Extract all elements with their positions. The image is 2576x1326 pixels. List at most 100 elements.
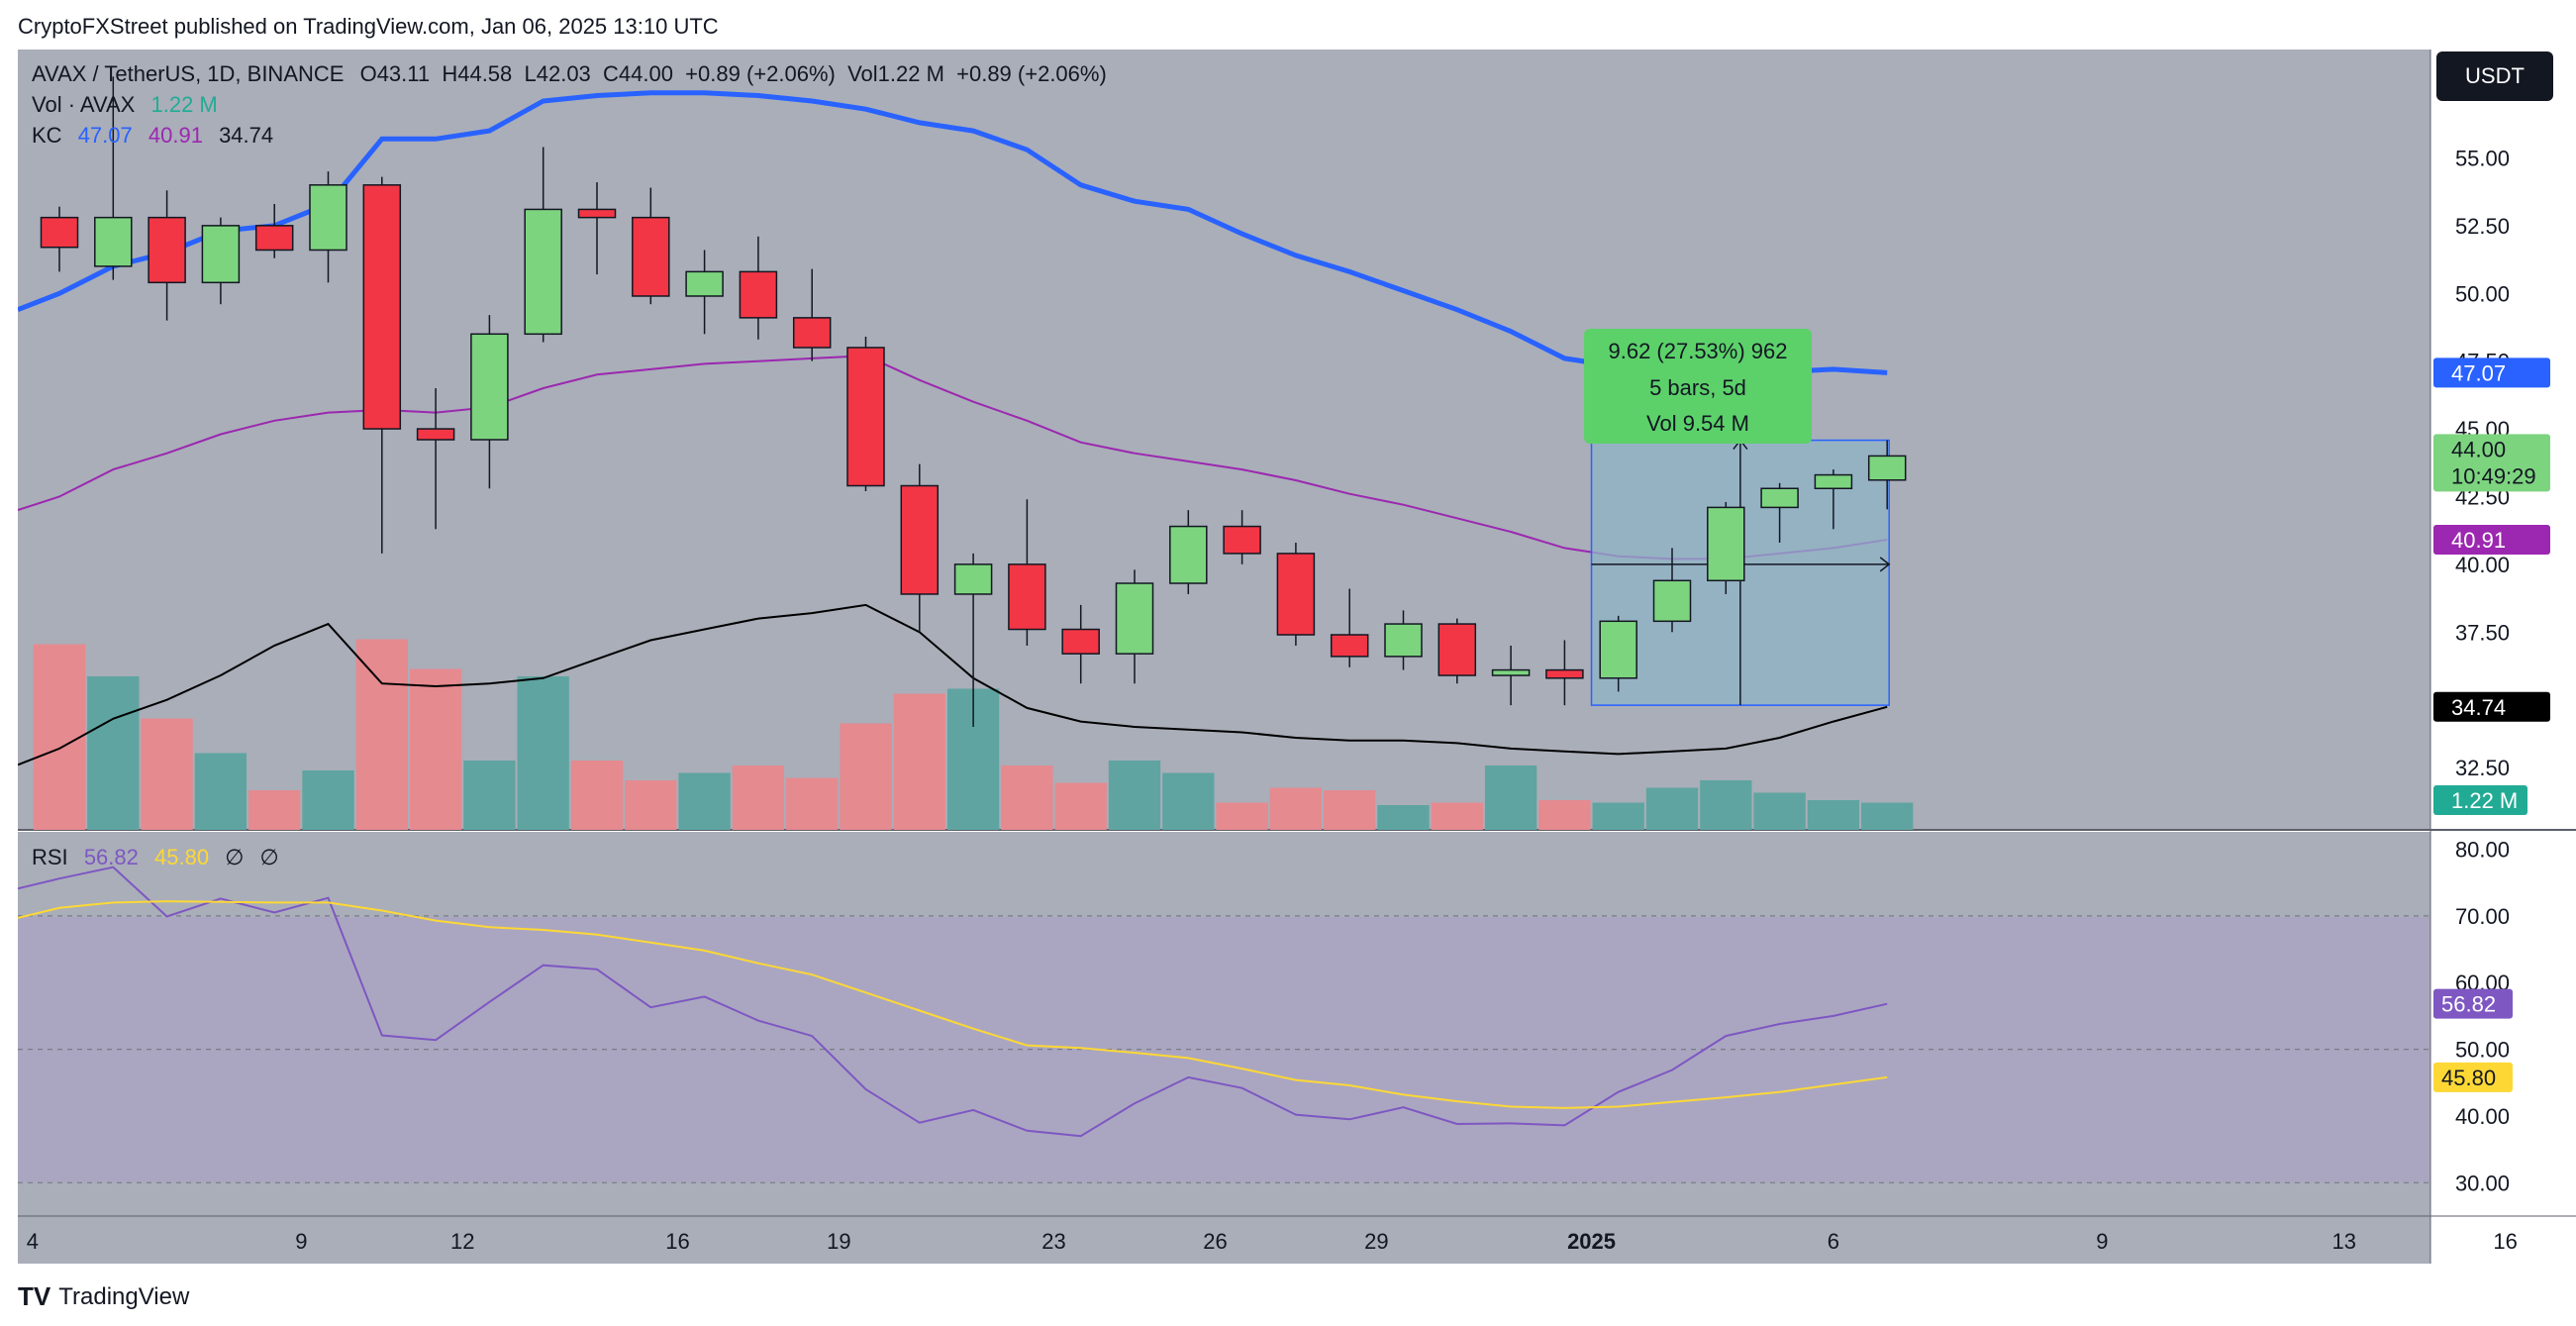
measure-line2: 5 bars, 5d [1649, 375, 1746, 400]
kc-lower-line [18, 603, 1888, 766]
rsi-label-text: 56.82 [2441, 992, 2496, 1017]
legend-vol-label[interactable]: Vol · AVAX [32, 92, 136, 117]
volume-bar [1592, 802, 1644, 830]
time-tick-label: 23 [1041, 1229, 1065, 1254]
axes-layer: 57.5055.0052.5050.0047.5045.0042.5040.00… [27, 78, 2550, 1254]
candle-body [470, 333, 509, 441]
rsi-tick-label: 80.00 [2455, 838, 2510, 863]
legend-rsi-ma: 45.80 [154, 845, 210, 869]
candle-body [1545, 668, 1584, 679]
legend-rsi-extra2: ∅ [259, 845, 279, 869]
price-label-countdown: 10:49:29 [2451, 463, 2536, 488]
candle-body [1760, 487, 1799, 509]
legend-rsi-value: 56.82 [83, 845, 139, 869]
rsi-tick-label: 50.00 [2455, 1038, 2510, 1063]
volume-bar [517, 676, 569, 830]
volume-bar [355, 639, 408, 830]
legend-volume-row: Vol · AVAX 1.22 M [32, 92, 228, 118]
price-axis-bg [2430, 50, 2576, 1216]
volume-bar [1645, 787, 1699, 830]
rsi-label-box [2433, 988, 2513, 1019]
rsi-layer [18, 866, 2430, 1183]
candle-body [201, 225, 241, 284]
candle-body [1169, 525, 1208, 584]
volume-bar [463, 761, 516, 830]
price-tick-label: 55.00 [2455, 146, 2510, 170]
legend-rsi-row: RSI 56.82 45.80 ∅ ∅ [32, 845, 289, 870]
volume-bar [1269, 787, 1323, 830]
volume-bar [840, 723, 892, 830]
time-tick-label: 12 [450, 1229, 474, 1254]
legend-kc-label[interactable]: KC [32, 123, 62, 148]
candles-layer [40, 76, 1907, 728]
rsi-tick-label: 30.00 [2455, 1171, 2510, 1195]
time-tick-label: 6 [1828, 1229, 1839, 1254]
candle-body [1223, 525, 1261, 555]
legend-rsi-extra1: ∅ [225, 845, 245, 869]
volume-label-text: 1.22 M [2451, 788, 2518, 813]
volume-bar [1700, 780, 1752, 830]
candle-body [1652, 579, 1692, 623]
measure-layer: 9.62 (27.53%) 962 5 bars, 5d Vol 9.54 M [1584, 329, 1891, 706]
price-label-text: 40.91 [2451, 528, 2506, 553]
candle-body [1276, 553, 1316, 636]
price-tick-label: 50.00 [2455, 281, 2510, 306]
time-tick-label: 2025 [1567, 1229, 1616, 1254]
legend-kc-middle: 40.91 [148, 123, 203, 148]
volume-bar [1861, 802, 1914, 830]
rsi-tick-label: 40.00 [2455, 1104, 2510, 1129]
measure-line1: 9.62 (27.53%) 962 [1608, 339, 1787, 363]
volume-layer [33, 639, 1914, 830]
kc-middle-line [18, 355, 1888, 561]
tradingview-logo-icon: TV [18, 1281, 51, 1311]
measure-right-arrowhead [1879, 557, 1891, 572]
volume-bar [893, 693, 945, 830]
time-tick-label: 4 [27, 1229, 39, 1254]
price-tick-label: 32.50 [2455, 756, 2510, 780]
volume-bar [1538, 800, 1591, 830]
candle-body [1599, 620, 1637, 679]
legend-kc-upper: 47.07 [77, 123, 133, 148]
measure-line3: Vol 9.54 M [1646, 411, 1749, 436]
tradingview-logo[interactable]: TV TradingView [18, 1281, 189, 1312]
volume-bar [1753, 792, 1806, 830]
volume-bar [570, 761, 624, 830]
candle-body [1115, 582, 1154, 655]
volume-bar [786, 777, 839, 830]
volume-bar [1108, 761, 1161, 830]
currency-button[interactable]: USDT [2436, 51, 2553, 101]
price-label-box [2433, 691, 2550, 722]
candle-body [1437, 623, 1477, 676]
price-label-box [2433, 524, 2550, 555]
volume-bar [248, 790, 301, 830]
candle-body [1330, 634, 1369, 658]
legend-kc-lower: 34.74 [219, 123, 274, 148]
volume-bar [625, 780, 677, 830]
legend-rsi-label[interactable]: RSI [32, 845, 68, 869]
volume-bar [1377, 805, 1430, 830]
candle-body [1814, 473, 1853, 490]
price-tick-label: 40.00 [2455, 553, 2510, 577]
volume-bar [1431, 802, 1483, 830]
legend-vol-value: 1.22 M [150, 92, 218, 117]
candle-body [148, 216, 186, 284]
time-tick-label: 13 [2332, 1229, 2356, 1254]
volume-label-box [2433, 785, 2527, 815]
legend-kc-row: KC 47.07 40.91 34.74 [32, 123, 283, 149]
candle-body [1384, 623, 1423, 658]
candle-body [846, 347, 885, 487]
candle-body [685, 270, 724, 297]
rsi-ma-line [18, 900, 1888, 1109]
volume-bar [1162, 772, 1215, 830]
price-label-box [2433, 357, 2550, 388]
candle-body [792, 317, 832, 349]
volume-bar [1484, 765, 1537, 830]
candle-body [900, 484, 940, 595]
legend-symbol[interactable]: AVAX / TetherUS, 1D, BINANCE [32, 61, 345, 86]
price-label-box [2433, 434, 2550, 492]
candle-body [1061, 628, 1100, 655]
price-label-text: 47.07 [2451, 360, 2506, 385]
candle-body [94, 216, 133, 267]
published-header: CryptoFXStreet published on TradingView.… [18, 14, 719, 39]
